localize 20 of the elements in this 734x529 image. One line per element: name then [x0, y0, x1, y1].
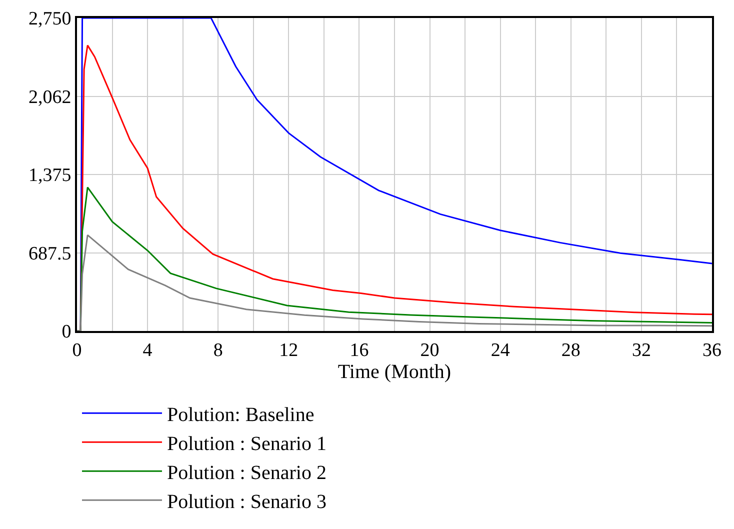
x-tick-label: 28 [561, 340, 580, 361]
x-axis-title: Time (Month) [338, 360, 452, 383]
x-tick-label: 8 [213, 340, 223, 361]
y-tick-label: 0 [62, 322, 72, 343]
x-tick-label: 20 [420, 340, 440, 361]
x-tick-label: 12 [279, 340, 298, 361]
y-tick-label: 2,750 [28, 8, 72, 30]
legend-label: Polution: Baseline [167, 404, 314, 426]
y-tick-label: 687.5 [28, 243, 72, 264]
y-tick-label: 1,375 [28, 165, 72, 186]
x-tick-label: 36 [702, 340, 722, 361]
y-tick-label: 2,062 [28, 86, 72, 108]
line-series [77, 234, 712, 331]
x-tick-label: 24 [490, 340, 510, 361]
legend-label: Polution : Senario 2 [167, 462, 326, 484]
x-tick-label: 16 [350, 340, 369, 361]
legend-label: Polution : Senario 1 [167, 432, 326, 455]
x-tick-label: 32 [632, 340, 651, 361]
x-tick-label: 4 [142, 340, 153, 361]
legend-label: Polution : Senario 3 [167, 490, 326, 513]
